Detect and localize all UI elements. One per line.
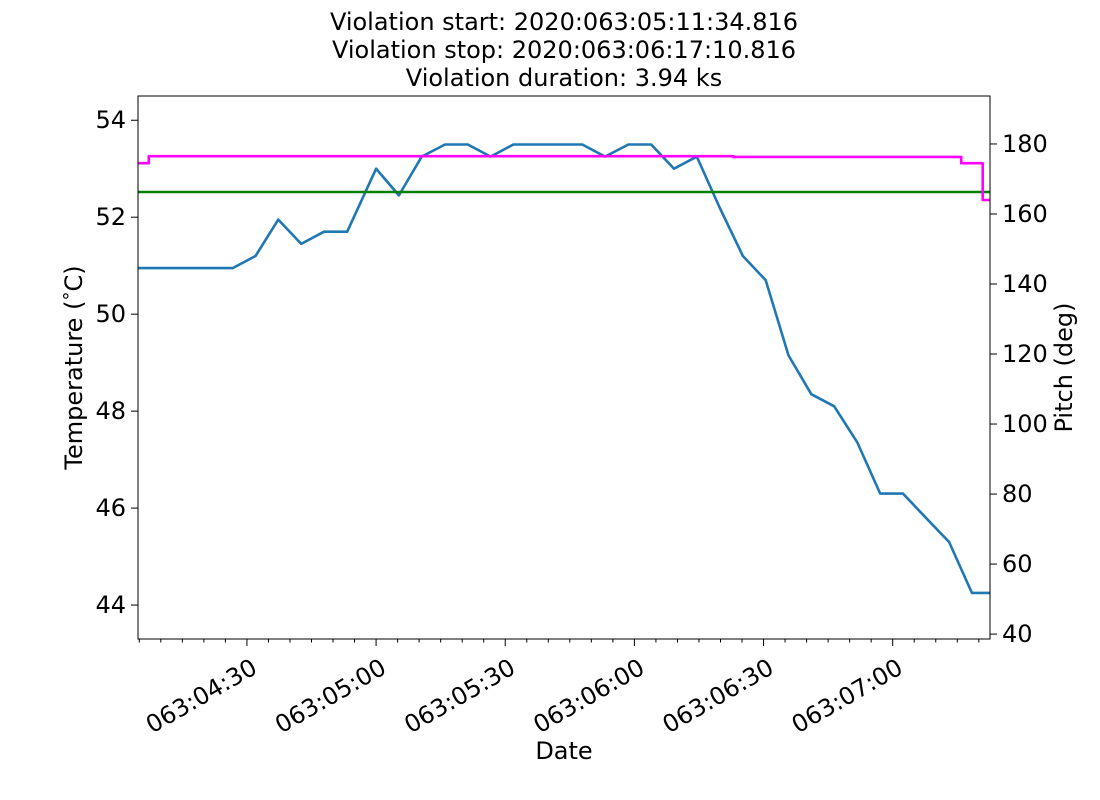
plot-frame	[137, 95, 991, 640]
x-axis-label: Date	[535, 737, 592, 765]
chart-title-line-3: Violation duration: 3.94 ks	[405, 64, 723, 92]
pitch-series-line	[138, 154, 990, 202]
temperature-series-line	[138, 143, 990, 595]
pitch-tick-label: 180	[1002, 130, 1048, 158]
pitch-tick-label: 40	[1002, 620, 1033, 648]
pitch-tick-label: 140	[1002, 270, 1048, 298]
pitch-tick-label: 80	[1002, 480, 1033, 508]
pitch-tick-label: 100	[1002, 410, 1048, 438]
temperature-tick-label: 52	[95, 203, 126, 231]
temperature-axis-label: Temperature (°C)	[60, 265, 88, 470]
temperature-tick-label: 48	[95, 397, 126, 425]
pitch-tick-label: 60	[1002, 550, 1033, 578]
temperature-tick-label: 46	[95, 494, 126, 522]
plot-lines	[138, 143, 990, 595]
chart-title-line-1: Violation start: 2020:063:05:11:34.816	[329, 8, 799, 36]
temperature-axis: 44 46 48 50 52 54	[95, 106, 138, 619]
temperature-tick-label: 50	[95, 300, 126, 328]
pitch-axis: 40 60 80 100 120 140 160 180	[990, 130, 1048, 648]
x-tick-label: 063:06:00	[529, 653, 650, 739]
temperature-tick-label: 54	[95, 106, 126, 134]
pitch-tick-label: 120	[1002, 340, 1048, 368]
x-tick-label: 063:04:30	[141, 653, 262, 739]
x-axis: 063:04:30 063:05:00 063:05:30 063:06:00 063:…	[138, 639, 980, 739]
pitch-tick-label: 160	[1002, 200, 1048, 228]
x-tick-label: 063:05:00	[270, 653, 391, 739]
x-tick-label: 063:06:30	[658, 653, 779, 739]
x-tick-label: 063:05:30	[399, 653, 520, 739]
x-tick-label: 063:07:00	[787, 653, 908, 739]
chart-title-line-2: Violation stop: 2020:063:06:17:10.816	[331, 36, 797, 64]
pitch-axis-label: Pitch (deg)	[1050, 302, 1078, 432]
temperature-tick-label: 44	[95, 591, 126, 619]
